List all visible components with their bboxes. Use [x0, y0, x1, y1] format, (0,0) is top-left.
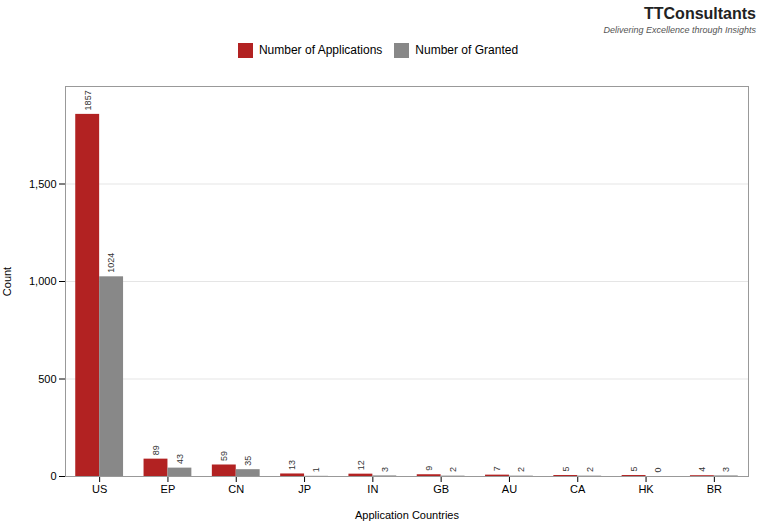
svg-text:1: 1: [311, 467, 321, 472]
svg-text:1024: 1024: [106, 253, 116, 273]
svg-text:59: 59: [219, 451, 229, 461]
svg-text:500: 500: [38, 373, 56, 385]
svg-text:13: 13: [287, 460, 297, 470]
svg-text:HK: HK: [638, 483, 654, 495]
svg-text:3: 3: [380, 467, 390, 472]
svg-text:4: 4: [697, 467, 707, 472]
html-text:Number of Granted: Number of Granted: [415, 43, 519, 57]
svg-text:2: 2: [448, 467, 458, 472]
svg-text:BR: BR: [707, 483, 722, 495]
svg-text:1,000: 1,000: [29, 275, 57, 287]
svg-text:35: 35: [243, 456, 253, 466]
svg-text:IN: IN: [367, 483, 378, 495]
svg-text:2: 2: [516, 467, 526, 472]
svg-text:2: 2: [585, 467, 595, 472]
svg-text:7: 7: [492, 466, 502, 471]
svg-text:0: 0: [50, 470, 56, 482]
svg-text:3: 3: [721, 467, 731, 472]
svg-text:GB: GB: [433, 483, 449, 495]
html-text:Delivering Excellence through: Delivering Excellence through Insights: [603, 25, 756, 35]
svg-text:0: 0: [653, 467, 663, 472]
svg-text:43: 43: [175, 454, 185, 464]
svg-text:Application Countries: Application Countries: [355, 509, 459, 521]
svg-text:5: 5: [561, 467, 571, 472]
svg-text:CN: CN: [228, 483, 244, 495]
svg-text:5: 5: [629, 467, 639, 472]
svg-text:12: 12: [356, 460, 366, 470]
html-text:Number of Applications: Number of Applications: [258, 43, 383, 57]
svg-text:Count: Count: [1, 267, 13, 296]
svg-text:89: 89: [151, 445, 161, 455]
svg-text:1857: 1857: [83, 90, 93, 110]
svg-text:JP: JP: [298, 483, 311, 495]
svg-text:AU: AU: [502, 483, 517, 495]
svg-text:US: US: [92, 483, 107, 495]
svg-text:9: 9: [424, 466, 434, 471]
svg-text:1,500: 1,500: [29, 178, 57, 190]
svg-text:EP: EP: [161, 483, 176, 495]
html-text:TTConsultants: TTConsultants: [644, 5, 756, 22]
svg-text:CA: CA: [570, 483, 586, 495]
